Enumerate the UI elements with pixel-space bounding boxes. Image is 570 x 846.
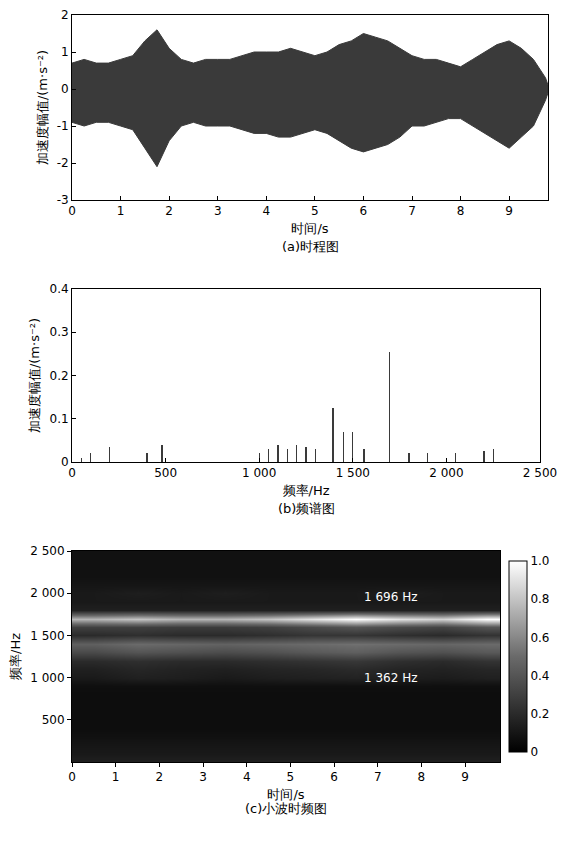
svg-text:0: 0 — [61, 82, 69, 96]
svg-text:加速度幅值/(m·s⁻²): 加速度幅值/(m·s⁻²) — [35, 50, 50, 165]
svg-text:1: 1 — [112, 770, 120, 784]
svg-text:0.2: 0.2 — [50, 369, 69, 383]
svg-text:0.4: 0.4 — [50, 282, 69, 296]
svg-text:0: 0 — [530, 745, 538, 759]
svg-text:3: 3 — [214, 204, 222, 218]
svg-text:时间/s: 时间/s — [291, 221, 328, 236]
svg-text:0.8: 0.8 — [530, 592, 549, 606]
svg-text:9: 9 — [505, 204, 513, 218]
svg-text:2 500: 2 500 — [523, 466, 557, 480]
svg-text:2 500: 2 500 — [30, 544, 64, 558]
svg-text:0: 0 — [68, 204, 76, 218]
svg-text:-3: -3 — [57, 193, 69, 207]
svg-text:1: 1 — [61, 45, 69, 59]
svg-text:500: 500 — [42, 713, 65, 727]
svg-text:500: 500 — [154, 466, 177, 480]
svg-text:0.1: 0.1 — [50, 412, 69, 426]
svg-text:6: 6 — [360, 204, 368, 218]
svg-text:8: 8 — [418, 770, 426, 784]
svg-text:0.4: 0.4 — [530, 669, 549, 683]
svg-text:频率/Hz: 频率/Hz — [283, 483, 330, 498]
svg-text:时间/s: 时间/s — [267, 787, 304, 802]
svg-text:5: 5 — [287, 770, 295, 784]
svg-text:-1: -1 — [57, 119, 69, 133]
svg-text:5: 5 — [311, 204, 319, 218]
svg-text:(a)时程图: (a)时程图 — [282, 239, 339, 254]
svg-text:0.2: 0.2 — [530, 707, 549, 721]
svg-text:频率/Hz: 频率/Hz — [8, 633, 23, 680]
svg-text:加速度幅值/(m·s⁻²): 加速度幅值/(m·s⁻²) — [27, 318, 42, 433]
svg-text:-2: -2 — [57, 156, 69, 170]
svg-text:4: 4 — [243, 770, 251, 784]
svg-text:6: 6 — [330, 770, 338, 784]
svg-text:0.6: 0.6 — [530, 631, 549, 645]
svg-text:9: 9 — [461, 770, 469, 784]
svg-text:1 362 Hz: 1 362 Hz — [364, 671, 418, 685]
svg-text:8: 8 — [457, 204, 465, 218]
svg-text:1.0: 1.0 — [530, 554, 549, 568]
svg-text:1 696 Hz: 1 696 Hz — [364, 590, 418, 604]
svg-text:0: 0 — [61, 455, 69, 469]
svg-text:0: 0 — [68, 466, 76, 480]
svg-text:0: 0 — [68, 770, 76, 784]
svg-text:7: 7 — [374, 770, 382, 784]
svg-text:1 500: 1 500 — [30, 629, 64, 643]
svg-text:(c)小波时频图: (c)小波时频图 — [245, 801, 327, 816]
svg-text:2: 2 — [156, 770, 164, 784]
svg-text:1 500: 1 500 — [336, 466, 370, 480]
svg-text:7: 7 — [408, 204, 416, 218]
svg-text:1 000: 1 000 — [242, 466, 276, 480]
svg-text:1: 1 — [117, 204, 125, 218]
svg-text:3: 3 — [199, 770, 207, 784]
svg-text:0.3: 0.3 — [50, 325, 69, 339]
svg-text:1 000: 1 000 — [30, 671, 64, 685]
svg-text:2 000: 2 000 — [30, 586, 64, 600]
svg-text:(b)频谱图: (b)频谱图 — [278, 501, 335, 516]
svg-text:2: 2 — [61, 8, 69, 22]
svg-text:2: 2 — [165, 204, 173, 218]
svg-text:4: 4 — [262, 204, 270, 218]
svg-text:2 000: 2 000 — [429, 466, 463, 480]
